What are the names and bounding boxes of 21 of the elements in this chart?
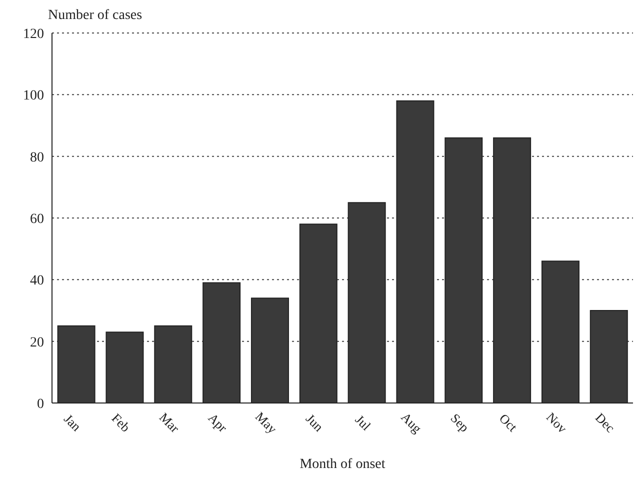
y-tick-label: 120	[23, 26, 44, 42]
x-tick-label: Dec	[592, 410, 618, 436]
y-tick-label: 60	[30, 212, 44, 227]
y-tick-label: 0	[37, 396, 44, 412]
x-tick-label: Jun	[303, 410, 327, 435]
x-tick-label: Sep	[448, 410, 472, 435]
x-tick-label: May	[252, 408, 280, 437]
x-tick-label: Mar	[156, 410, 183, 436]
x-tick-label: Nov	[544, 409, 570, 436]
y-tick-label: 80	[30, 150, 44, 166]
x-tick-label: Jul	[352, 412, 374, 434]
x-tick-label: Apr	[205, 410, 231, 436]
y-tick-label: 40	[30, 274, 44, 289]
y-tick-label: 100	[23, 88, 44, 104]
y-tick-label: 20	[30, 335, 44, 350]
y-axis-title: Number of cases	[48, 8, 142, 24]
x-tick-label: Oct	[496, 410, 521, 435]
x-axis-title: Month of onset	[300, 457, 386, 472]
x-tick-label: Aug	[398, 409, 426, 436]
x-tick-label: Jan	[61, 411, 84, 434]
x-tick-label: Feb	[108, 410, 134, 435]
